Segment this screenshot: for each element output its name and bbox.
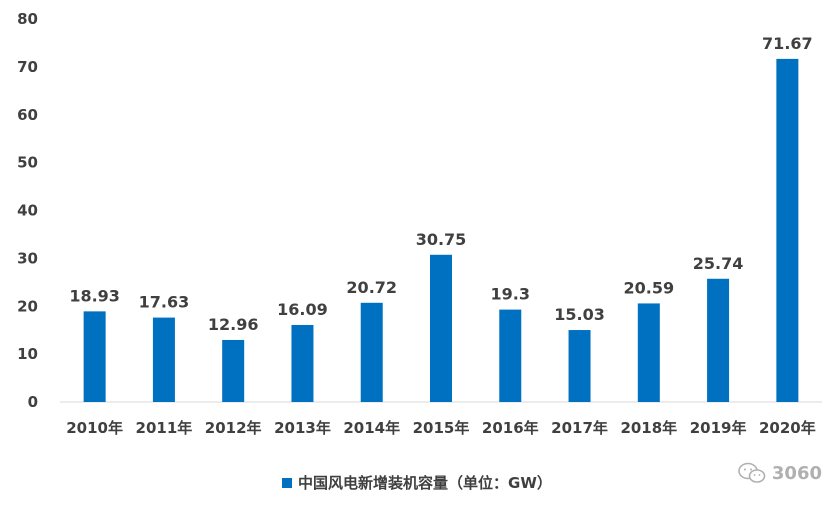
x-tick-label: 2010年 [66, 419, 123, 437]
x-tick-label: 2020年 [759, 419, 816, 437]
data-label: 25.74 [693, 254, 744, 273]
y-tick-label: 0 [28, 393, 38, 411]
x-tick-label: 2018年 [620, 419, 677, 437]
bar [222, 339, 245, 402]
data-label: 16.09 [277, 300, 328, 319]
bar [637, 303, 660, 402]
bar [152, 317, 175, 402]
bar [776, 58, 799, 402]
data-label: 20.72 [346, 278, 397, 297]
y-tick-label: 20 [17, 297, 38, 315]
y-tick-label: 40 [17, 202, 38, 220]
data-label: 30.75 [416, 230, 467, 249]
wechat-icon [738, 462, 766, 483]
x-tick-label: 2016年 [482, 419, 539, 437]
x-tick-label: 2019年 [690, 419, 747, 437]
data-label: 12.96 [208, 315, 259, 334]
data-label: 71.67 [762, 34, 813, 53]
x-tick-label: 2011年 [136, 419, 193, 437]
bar [499, 309, 522, 402]
legend-label: 中国风电新增装机容量（单位：GW） [298, 474, 552, 492]
data-label: 15.03 [554, 305, 605, 324]
chart-legend: 中国风电新增装机容量（单位：GW） [282, 472, 552, 493]
data-label: 20.59 [624, 278, 675, 297]
bar [83, 311, 106, 402]
x-tick-label: 2012年 [205, 419, 262, 437]
data-label: 17.63 [139, 293, 190, 312]
data-label: 19.3 [491, 285, 530, 304]
x-tick-label: 2013年 [274, 419, 331, 437]
bar [568, 330, 591, 402]
watermark-text: 3060 [771, 462, 822, 484]
y-tick-label: 80 [17, 10, 38, 28]
bar [707, 278, 730, 402]
bar [291, 324, 314, 402]
legend-swatch [282, 477, 292, 488]
x-tick-label: 2014年 [343, 419, 400, 437]
watermark: 3060 [738, 462, 822, 484]
y-tick-label: 50 [17, 154, 38, 172]
y-tick-label: 10 [17, 345, 38, 363]
x-tick-label: 2015年 [413, 419, 470, 437]
bar [430, 254, 452, 402]
y-tick-label: 30 [17, 249, 38, 267]
y-tick-label: 60 [17, 106, 38, 124]
y-tick-label: 70 [17, 58, 38, 76]
data-label: 18.93 [69, 286, 120, 305]
x-tick-label: 2017年 [551, 419, 608, 437]
bar [360, 302, 383, 402]
